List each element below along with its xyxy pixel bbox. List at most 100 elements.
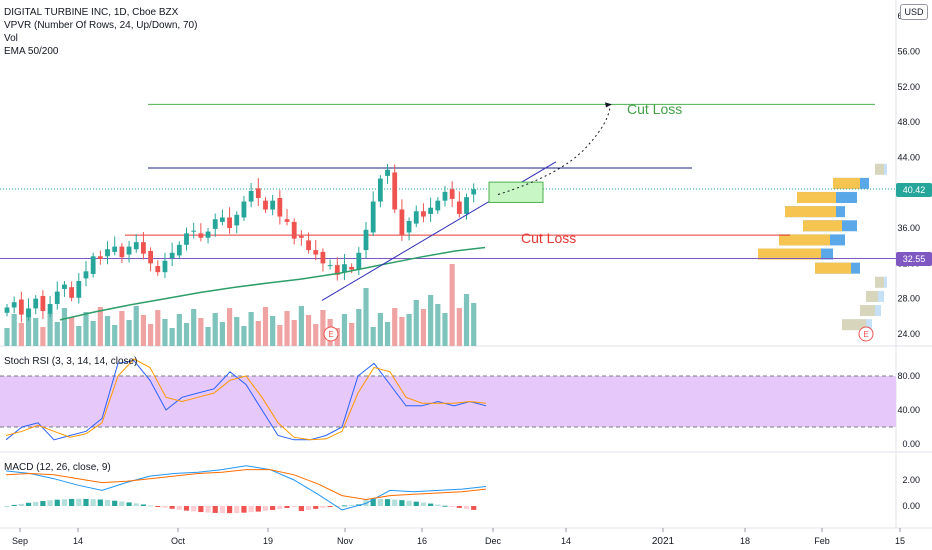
earnings-marker-label: E xyxy=(863,330,868,339)
candle-body xyxy=(191,230,197,232)
candle-body xyxy=(83,271,89,279)
candle-body xyxy=(33,298,39,309)
ema-legend[interactable]: EMA 50/200 xyxy=(4,46,59,57)
volume-bar xyxy=(456,308,462,346)
macd-histogram-bar xyxy=(133,503,139,506)
macd-histogram-bar xyxy=(270,506,276,510)
volume-bar xyxy=(406,314,412,346)
volume-bar xyxy=(104,316,111,346)
volume-bar xyxy=(399,317,405,346)
volume-bar xyxy=(97,307,103,346)
macd-histogram-bar xyxy=(112,500,118,506)
macd-tick-label: 0.00 xyxy=(902,501,920,511)
cut-loss-upper-label: Cut Loss xyxy=(627,101,682,117)
price-tick-label: 28.00 xyxy=(897,294,920,304)
volume-bar xyxy=(370,327,376,346)
candle-body xyxy=(284,219,290,222)
volume-bar xyxy=(241,326,247,346)
macd-histogram-bar xyxy=(327,506,333,507)
candle-body xyxy=(263,200,268,210)
candle-body xyxy=(198,233,204,238)
vpvr-down-bar xyxy=(803,220,842,232)
volume-bar xyxy=(248,312,254,346)
macd-legend[interactable]: MACD (12, 26, close, 9) xyxy=(4,462,111,473)
candle-body xyxy=(112,246,118,252)
volume-bar xyxy=(449,264,455,346)
volume-bar xyxy=(435,304,441,346)
vol-legend[interactable]: Vol xyxy=(4,33,18,44)
candle-body xyxy=(298,235,304,238)
volume-bar xyxy=(284,311,290,346)
price-tick-label: 56.00 xyxy=(897,46,920,56)
macd-histogram-bar xyxy=(463,506,470,509)
macd-histogram-bar xyxy=(255,506,261,512)
volume-bar xyxy=(413,300,419,346)
candle-body xyxy=(205,231,211,238)
candle-body xyxy=(4,307,10,313)
macd-histogram-bar xyxy=(298,506,304,512)
macd-tick-label: 2.00 xyxy=(902,475,920,485)
vpvr-up-bar xyxy=(875,163,887,175)
price-tick-label: 36.00 xyxy=(897,223,920,233)
volume-bar xyxy=(356,309,362,346)
stoch-rsi-legend[interactable]: Stoch RSI (3, 3, 14, 14, close) xyxy=(4,356,138,367)
macd-line xyxy=(5,465,487,511)
candle-body xyxy=(105,249,110,257)
candle-body xyxy=(227,217,232,229)
candle-body xyxy=(421,211,426,217)
macd-histogram-bar xyxy=(33,501,39,506)
volume-bar xyxy=(363,288,369,346)
candle-body xyxy=(464,197,469,214)
candle-body xyxy=(155,266,161,273)
volume-bar xyxy=(83,312,89,346)
candle-body xyxy=(241,201,247,218)
candle-body xyxy=(97,256,103,259)
macd-signal-line xyxy=(5,469,487,501)
stoch-tick-label: 80.00 xyxy=(897,371,920,381)
volume-bar xyxy=(18,323,24,346)
volume-bar xyxy=(169,328,175,346)
macd-histogram-bar xyxy=(363,498,369,506)
volume-bar xyxy=(384,322,391,346)
macd-histogram-bar xyxy=(11,504,17,506)
macd-histogram-bar xyxy=(442,505,448,507)
vpvr-down-bar xyxy=(866,290,878,302)
macd-histogram-bar xyxy=(183,506,190,511)
candle-body xyxy=(40,296,46,312)
last-price-tag: 40.42 xyxy=(896,183,932,197)
vpvr-legend[interactable]: VPVR (Number Of Rows, 24, Up/Down, 70) xyxy=(4,20,198,31)
macd-histogram-bar xyxy=(449,506,455,507)
volume-bar xyxy=(198,318,204,346)
macd-histogram-bar xyxy=(456,506,462,508)
vpvr-down-bar xyxy=(815,262,851,274)
time-axis-label: 19 xyxy=(263,536,273,546)
candle-body xyxy=(406,220,412,233)
macd-histogram-bar xyxy=(40,501,46,506)
candle-body xyxy=(255,188,261,199)
vpvr-up-bar xyxy=(860,305,881,317)
macd-histogram-bar xyxy=(205,506,211,513)
candle-body xyxy=(342,264,347,273)
volume-bar xyxy=(420,309,427,346)
macd-histogram-bar xyxy=(471,506,477,510)
time-axis-label: Feb xyxy=(814,536,830,546)
time-axis-label: Sep xyxy=(12,536,28,546)
macd-histogram-bar xyxy=(61,499,68,506)
candle-body xyxy=(76,281,82,298)
macd-histogram-bar xyxy=(162,506,168,508)
candle-body xyxy=(148,250,153,264)
stoch-k-line xyxy=(5,360,487,441)
candle-body xyxy=(169,252,175,259)
currency-badge[interactable]: USD xyxy=(900,4,928,20)
candle-body xyxy=(291,221,297,239)
candle-body xyxy=(141,242,146,254)
macd-histogram-bar xyxy=(241,506,247,513)
volume-bar xyxy=(428,295,434,346)
volume-bar xyxy=(442,313,448,346)
stoch-tick-label: 40.00 xyxy=(897,405,920,415)
volume-bar xyxy=(76,326,82,346)
vpvr-down-bar xyxy=(785,206,836,218)
macd-histogram-bar xyxy=(169,506,175,509)
macd-histogram-bar xyxy=(47,500,53,506)
